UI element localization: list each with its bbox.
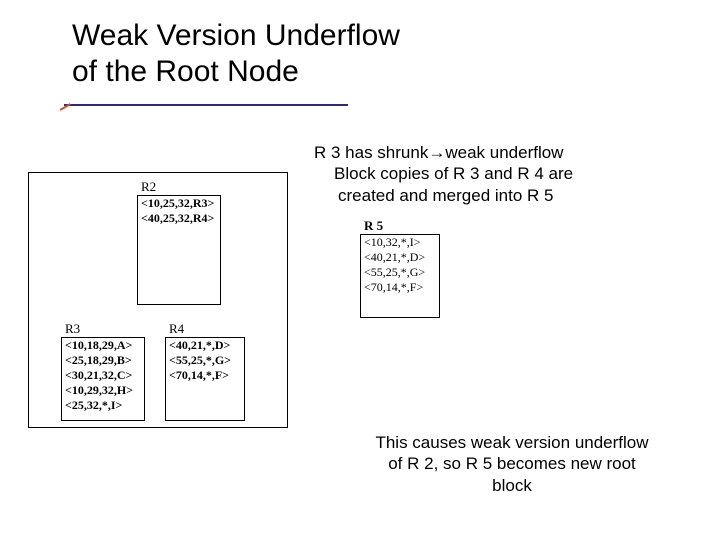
r3-entry: <30,21,32,C> — [62, 368, 144, 383]
node-label-r3: R3 — [65, 321, 80, 337]
r5-entry: <55,25,*,G> — [361, 265, 439, 280]
node-label-r5: R 5 — [364, 218, 383, 234]
r5-entry: <10,32,*,I> — [361, 235, 439, 250]
title-underline — [64, 104, 348, 106]
node-box-r5: <10,32,*,I> <40,21,*,D> <55,25,*,G> <70,… — [360, 234, 440, 318]
r3-entry: <10,18,29,A> — [62, 338, 144, 353]
slide-title: Weak Version Underflow of the Root Node — [72, 18, 400, 90]
title-line-1: Weak Version Underflow — [72, 18, 400, 54]
r2-entry: <10,25,32,R3> — [138, 196, 220, 211]
r5-entry: <70,14,*,F> — [361, 280, 439, 295]
slide: Weak Version Underflow of the Root Node … — [0, 0, 720, 540]
node-label-r4: R4 — [169, 321, 184, 337]
paragraph-2: This causes weak version underflow of R … — [308, 432, 716, 496]
node-box-r2: <10,25,32,R3> <40,25,32,R4> — [137, 195, 221, 305]
para1-line2: Block copies of R 3 and R 4 are — [314, 163, 573, 184]
para1-line1: R 3 has shrunk→weak underflow — [314, 142, 573, 163]
r4-entry: <40,21,*,D> — [166, 338, 244, 353]
para1-line3: created and merged into R 5 — [314, 185, 573, 206]
r4-entry: <55,25,*,G> — [166, 353, 244, 368]
r2-entry: <40,25,32,R4> — [138, 211, 220, 226]
r3-entry: <25,32,*,I> — [62, 398, 144, 413]
para2-line1: This causes weak version underflow — [308, 432, 716, 453]
r3-entry: <25,18,29,B> — [62, 353, 144, 368]
r5-entry: <40,21,*,D> — [361, 250, 439, 265]
title-tick-accent — [60, 103, 71, 111]
node-label-r2: R2 — [141, 179, 156, 195]
paragraph-1: R 3 has shrunk→weak underflow Block copi… — [314, 142, 573, 206]
r4-entry: <70,14,*,F> — [166, 368, 244, 383]
diagram-frame: R2 <10,25,32,R3> <40,25,32,R4> R3 <10,18… — [28, 172, 288, 428]
para2-line3: block — [308, 475, 716, 496]
node-box-r4: <40,21,*,D> <55,25,*,G> <70,14,*,F> — [165, 337, 245, 421]
para2-line2: of R 2, so R 5 becomes new root — [308, 453, 716, 474]
title-line-2: of the Root Node — [72, 54, 400, 90]
r3-entry: <10,29,32,H> — [62, 383, 144, 398]
node-box-r3: <10,18,29,A> <25,18,29,B> <30,21,32,C> <… — [61, 337, 145, 421]
